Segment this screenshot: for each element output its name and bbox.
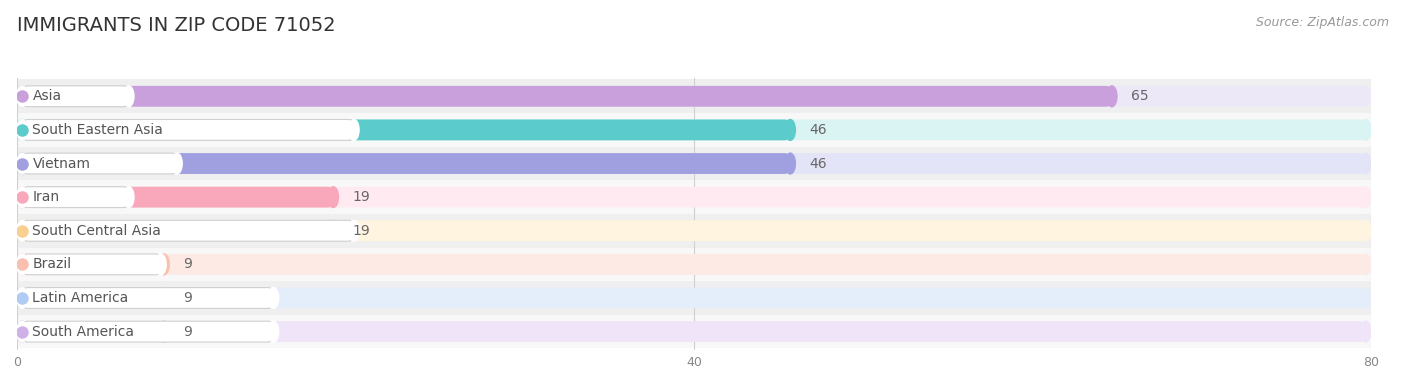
Circle shape	[17, 86, 27, 107]
FancyBboxPatch shape	[22, 220, 354, 241]
Text: 65: 65	[1130, 89, 1149, 103]
Circle shape	[17, 287, 27, 308]
Text: South America: South America	[32, 324, 135, 338]
Text: 9: 9	[183, 324, 191, 338]
Circle shape	[1361, 153, 1371, 174]
Circle shape	[17, 119, 27, 140]
Circle shape	[269, 321, 278, 342]
Circle shape	[124, 86, 134, 107]
Circle shape	[17, 321, 27, 342]
Text: Brazil: Brazil	[32, 258, 72, 272]
FancyBboxPatch shape	[22, 187, 333, 208]
Text: IMMIGRANTS IN ZIP CODE 71052: IMMIGRANTS IN ZIP CODE 71052	[17, 16, 336, 35]
FancyBboxPatch shape	[22, 153, 790, 174]
Text: Iran: Iran	[32, 190, 59, 204]
Circle shape	[785, 153, 796, 174]
Circle shape	[17, 86, 27, 107]
Circle shape	[349, 119, 359, 140]
Circle shape	[785, 119, 796, 140]
Text: 9: 9	[183, 258, 191, 272]
Bar	[17, 147, 1371, 180]
Circle shape	[17, 254, 27, 275]
Bar	[17, 315, 1371, 349]
FancyBboxPatch shape	[22, 287, 165, 308]
Circle shape	[17, 287, 27, 308]
Text: 46: 46	[808, 123, 827, 137]
Circle shape	[17, 321, 27, 342]
FancyBboxPatch shape	[22, 119, 354, 140]
FancyBboxPatch shape	[22, 86, 129, 107]
Circle shape	[17, 220, 27, 241]
Text: 19: 19	[352, 190, 370, 204]
Text: Latin America: Latin America	[32, 291, 129, 305]
Circle shape	[17, 321, 27, 342]
Circle shape	[172, 153, 183, 174]
FancyBboxPatch shape	[22, 153, 177, 174]
FancyBboxPatch shape	[22, 153, 1365, 174]
FancyBboxPatch shape	[22, 220, 333, 241]
Circle shape	[328, 187, 339, 208]
Bar	[17, 247, 1371, 281]
FancyBboxPatch shape	[22, 287, 273, 308]
Circle shape	[156, 254, 166, 275]
Text: 46: 46	[808, 156, 827, 170]
Text: Source: ZipAtlas.com: Source: ZipAtlas.com	[1256, 16, 1389, 28]
Circle shape	[17, 187, 27, 208]
FancyBboxPatch shape	[22, 287, 1365, 308]
Circle shape	[1361, 321, 1371, 342]
FancyBboxPatch shape	[22, 187, 129, 208]
FancyBboxPatch shape	[22, 321, 1365, 342]
Circle shape	[17, 187, 27, 208]
Circle shape	[17, 153, 27, 174]
Circle shape	[159, 321, 169, 342]
Circle shape	[17, 220, 27, 241]
Circle shape	[17, 86, 27, 107]
Circle shape	[17, 153, 27, 174]
FancyBboxPatch shape	[22, 254, 160, 275]
Circle shape	[349, 220, 359, 241]
Text: 9: 9	[183, 291, 191, 305]
Circle shape	[17, 287, 27, 308]
Circle shape	[17, 254, 27, 275]
FancyBboxPatch shape	[22, 187, 1365, 208]
Circle shape	[17, 119, 27, 140]
FancyBboxPatch shape	[22, 321, 165, 342]
FancyBboxPatch shape	[22, 119, 1365, 140]
FancyBboxPatch shape	[22, 220, 1365, 241]
Bar	[17, 79, 1371, 113]
Circle shape	[1361, 254, 1371, 275]
Circle shape	[1361, 119, 1371, 140]
FancyBboxPatch shape	[22, 86, 1365, 107]
Circle shape	[17, 254, 27, 275]
Text: 19: 19	[352, 224, 370, 238]
Circle shape	[1361, 220, 1371, 241]
Circle shape	[17, 119, 27, 140]
Circle shape	[1361, 287, 1371, 308]
Circle shape	[159, 287, 169, 308]
Circle shape	[17, 220, 27, 241]
Text: Vietnam: Vietnam	[32, 156, 90, 170]
Circle shape	[159, 254, 169, 275]
Circle shape	[124, 187, 134, 208]
Circle shape	[1107, 86, 1116, 107]
Bar	[17, 281, 1371, 315]
FancyBboxPatch shape	[22, 119, 790, 140]
Bar	[17, 113, 1371, 147]
Circle shape	[269, 287, 278, 308]
Text: South Eastern Asia: South Eastern Asia	[32, 123, 163, 137]
Circle shape	[328, 220, 339, 241]
FancyBboxPatch shape	[22, 254, 165, 275]
Text: South Central Asia: South Central Asia	[32, 224, 162, 238]
Text: Asia: Asia	[32, 89, 62, 103]
Circle shape	[1361, 187, 1371, 208]
FancyBboxPatch shape	[22, 86, 1112, 107]
Bar	[17, 180, 1371, 214]
Circle shape	[17, 187, 27, 208]
Bar	[17, 214, 1371, 247]
Circle shape	[1361, 86, 1371, 107]
FancyBboxPatch shape	[22, 254, 1365, 275]
Circle shape	[17, 153, 27, 174]
FancyBboxPatch shape	[22, 321, 273, 342]
